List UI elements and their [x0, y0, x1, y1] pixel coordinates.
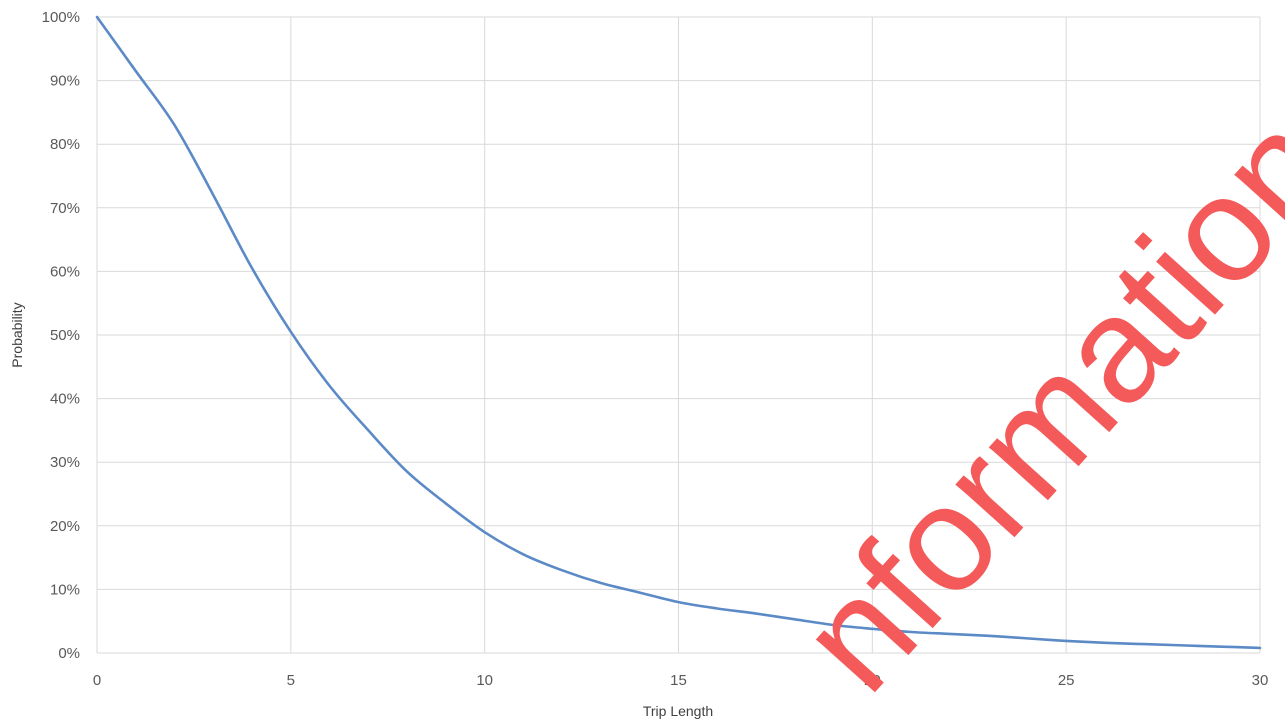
y-tick-label: 70%: [50, 200, 80, 217]
x-axis-ticks: 0 5 10 15 20 25 30: [93, 672, 1269, 689]
y-tick-label: 40%: [50, 391, 80, 408]
x-tick-label: 0: [93, 672, 101, 689]
y-tick-label: 30%: [50, 454, 80, 471]
x-tick-label: 5: [287, 672, 295, 689]
y-tick-label: 80%: [50, 136, 80, 153]
y-tick-label: 100%: [42, 9, 80, 26]
x-axis-title: Trip Length: [643, 703, 713, 719]
gridlines: [96, 16, 1261, 654]
y-tick-label: 10%: [50, 581, 80, 598]
y-axis-ticks: 0% 10% 20% 30% 40% 50% 60% 70% 80% 90% 100%: [42, 9, 80, 662]
x-tick-label: 25: [1058, 672, 1075, 689]
series-layer: [95, 15, 1262, 650]
y-axis-title: Probability: [9, 302, 25, 367]
watermark: nformation Act 19: [767, 0, 1285, 721]
y-tick-label: 60%: [50, 263, 80, 280]
y-tick-label: 0%: [58, 645, 80, 662]
x-tick-label: 10: [476, 672, 493, 689]
x-tick-label: 30: [1252, 672, 1269, 689]
y-tick-label: 90%: [50, 73, 80, 90]
y-tick-label: 20%: [50, 518, 80, 535]
x-tick-label: 20: [864, 672, 881, 689]
x-tick-label: 15: [670, 672, 687, 689]
series-line: [95, 15, 1262, 650]
y-tick-label: 50%: [50, 327, 80, 344]
